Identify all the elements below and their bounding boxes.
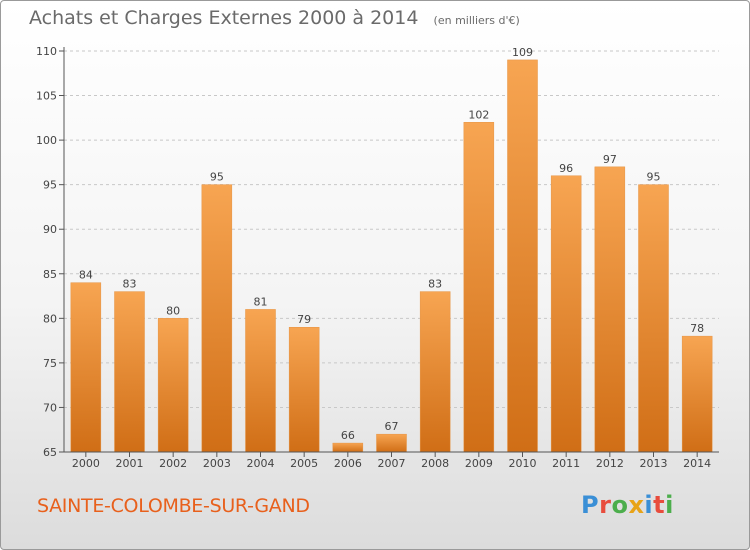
- bar: [201, 184, 233, 453]
- city-name: SAINTE-COLOMBE-SUR-GAND: [37, 495, 310, 517]
- y-tick-label: 70: [43, 401, 57, 414]
- x-tick-label: 2000: [72, 457, 100, 470]
- data-label: 95: [210, 171, 224, 184]
- data-label: 95: [647, 171, 661, 184]
- x-tick-label: 2010: [509, 457, 537, 470]
- data-label: 102: [468, 108, 489, 121]
- bar: [332, 442, 364, 453]
- bar: [507, 59, 538, 453]
- x-tick-label: 2001: [116, 457, 144, 470]
- data-label: 83: [123, 278, 137, 291]
- data-label: 97: [603, 153, 617, 166]
- x-tick-label: 2007: [378, 457, 406, 470]
- bar: [114, 291, 145, 453]
- bar: [288, 326, 320, 453]
- bar: [376, 433, 407, 453]
- y-tick-label: 95: [43, 179, 57, 192]
- y-tick-label: 90: [43, 223, 57, 236]
- y-tick-label: 85: [43, 268, 57, 281]
- x-tick-label: 2011: [552, 457, 580, 470]
- bar: [594, 166, 626, 453]
- x-tick-label: 2008: [421, 457, 449, 470]
- data-label: 81: [254, 295, 268, 308]
- x-tick-label: 2002: [159, 457, 187, 470]
- data-label: 83: [428, 278, 442, 291]
- chart-title: Achats et Charges Externes 2000 à 2014: [29, 7, 419, 29]
- title-row: Achats et Charges Externes 2000 à 2014 (…: [29, 7, 520, 29]
- chart-unit: (en milliers d'€): [433, 14, 520, 27]
- data-label: 67: [385, 420, 399, 433]
- bar: [638, 184, 669, 453]
- data-label: 84: [79, 269, 93, 282]
- bar: [70, 282, 102, 453]
- y-tick-label: 80: [43, 312, 57, 325]
- data-label: 80: [166, 304, 180, 317]
- proxiti-logo: Proxiti: [581, 491, 674, 519]
- x-tick-label: 2006: [334, 457, 362, 470]
- x-tick-label: 2012: [596, 457, 624, 470]
- data-label: 96: [559, 162, 573, 175]
- x-tick-label: 2014: [683, 457, 711, 470]
- bar: [157, 318, 189, 453]
- y-tick-label: 100: [36, 134, 57, 147]
- x-tick-label: 2013: [640, 457, 668, 470]
- bar: [681, 335, 713, 453]
- y-tick-label: 110: [36, 45, 57, 58]
- y-tick-label: 105: [36, 90, 57, 103]
- bar: [419, 291, 451, 453]
- data-label: 66: [341, 429, 355, 442]
- data-label: 109: [512, 46, 533, 59]
- bar: [245, 309, 276, 453]
- x-tick-label: 2009: [465, 457, 493, 470]
- bar-chart: 65 70 75 80 85 90 95 100 105 110 84 2000 83 2001 80 200…: [36, 45, 719, 470]
- bar: [463, 122, 495, 453]
- x-tick-label: 2005: [290, 457, 318, 470]
- x-tick-label: 2003: [203, 457, 231, 470]
- y-tick-label: 75: [43, 357, 57, 370]
- x-tick-label: 2004: [247, 457, 275, 470]
- data-label: 79: [297, 313, 311, 326]
- data-label: 78: [690, 322, 704, 335]
- y-tick-label: 65: [43, 446, 57, 459]
- bar: [550, 175, 582, 453]
